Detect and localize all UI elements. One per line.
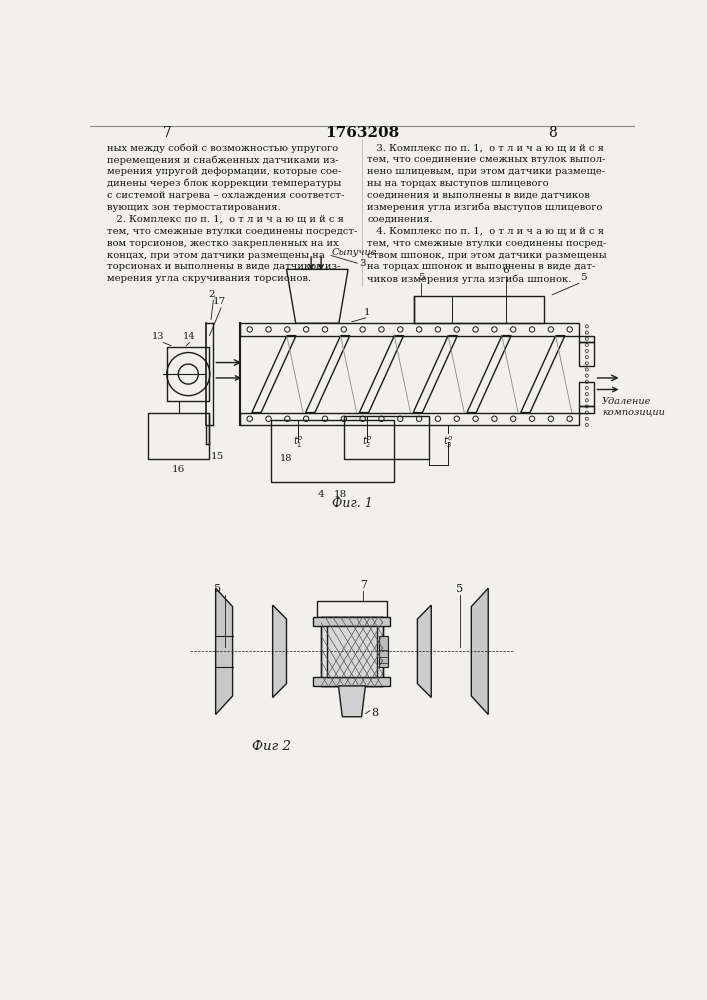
Text: 3. Комплекс по п. 1,  о т л и ч а ю щ и й с я: 3. Комплекс по п. 1, о т л и ч а ю щ и й… xyxy=(368,143,604,152)
Polygon shape xyxy=(216,588,233,714)
Bar xyxy=(271,420,395,482)
Text: мерения упругой деформации, которые сое-: мерения упругой деформации, которые сое- xyxy=(107,167,341,176)
Text: $t_1^o$: $t_1^o$ xyxy=(293,434,303,450)
Text: 3: 3 xyxy=(360,259,366,268)
Text: измерения угла изгиба выступов шлицевого: измерения угла изгиба выступов шлицевого xyxy=(368,203,602,212)
Text: тем, что соединение смежных втулок выпол-: тем, что соединение смежных втулок выпол… xyxy=(368,155,606,164)
Text: 6: 6 xyxy=(503,266,509,275)
Text: 4: 4 xyxy=(318,490,325,499)
Text: 2: 2 xyxy=(209,290,215,299)
Polygon shape xyxy=(472,588,489,714)
Text: ством шпонок, при этом датчики размещены: ством шпонок, при этом датчики размещены xyxy=(368,251,607,260)
Text: вом торсионов, жестко закрепленных на их: вом торсионов, жестко закрепленных на их xyxy=(107,239,339,248)
Text: Фиг. 1: Фиг. 1 xyxy=(332,497,373,510)
Text: перемещения и снабженных датчиками из-: перемещения и снабженных датчиками из- xyxy=(107,155,339,165)
Bar xyxy=(579,336,595,342)
Bar xyxy=(148,413,209,459)
Text: динены через блок коррекции температуры: динены через блок коррекции температуры xyxy=(107,179,341,188)
Text: 18: 18 xyxy=(334,490,347,499)
Text: Сыпучие: Сыпучие xyxy=(331,248,377,257)
Text: 8: 8 xyxy=(548,126,556,140)
Polygon shape xyxy=(339,686,366,717)
Bar xyxy=(240,413,579,425)
Text: ны на торцах выступов шлицевого: ны на торцах выступов шлицевого xyxy=(368,179,549,188)
Text: вующих зон термостатирования.: вующих зон термостатирования. xyxy=(107,203,281,212)
Text: $t_3^o$: $t_3^o$ xyxy=(443,434,453,450)
Bar xyxy=(579,342,595,366)
Polygon shape xyxy=(273,605,286,698)
Text: $t_2^o$: $t_2^o$ xyxy=(362,434,373,450)
Text: соединения и выполнены в виде датчиков: соединения и выполнены в виде датчиков xyxy=(368,191,590,200)
Text: композиции: композиции xyxy=(602,407,665,416)
Bar xyxy=(240,323,579,336)
Bar xyxy=(344,416,429,459)
Bar xyxy=(167,347,209,401)
Text: 13: 13 xyxy=(152,332,164,341)
Text: соединения.: соединения. xyxy=(368,215,433,224)
Text: 5: 5 xyxy=(456,584,463,594)
Text: на торцах шпонок и выполнены в виде дат-: на торцах шпонок и выполнены в виде дат- xyxy=(368,262,596,271)
Bar xyxy=(414,296,544,323)
Bar xyxy=(321,617,382,686)
Bar xyxy=(317,601,387,617)
Bar xyxy=(579,382,595,406)
Bar xyxy=(313,677,390,686)
Text: 15: 15 xyxy=(211,452,224,461)
Text: 1: 1 xyxy=(364,308,370,317)
Text: 7: 7 xyxy=(360,580,367,590)
Text: 18: 18 xyxy=(280,454,293,463)
Text: 14: 14 xyxy=(183,332,196,341)
Bar xyxy=(579,406,595,413)
Text: 5: 5 xyxy=(214,584,221,594)
Text: 5: 5 xyxy=(418,273,425,282)
Text: чиков измерения угла изгиба шпонок.: чиков измерения угла изгиба шпонок. xyxy=(368,274,572,284)
Text: 7: 7 xyxy=(163,126,172,140)
Text: 5: 5 xyxy=(580,273,586,282)
Bar xyxy=(378,636,387,667)
Text: 2. Комплекс по п. 1,  о т л и ч а ю щ и й с я: 2. Комплекс по п. 1, о т л и ч а ю щ и й… xyxy=(107,215,344,224)
Text: 4. Комплекс по п. 1,  о т л и ч а ю щ и й с я: 4. Комплекс по п. 1, о т л и ч а ю щ и й… xyxy=(368,227,604,236)
Text: тем, что смежные втулки соединены посредст-: тем, что смежные втулки соединены посред… xyxy=(107,227,358,236)
Polygon shape xyxy=(417,605,431,698)
Text: тем, что смежные втулки соединены посред-: тем, что смежные втулки соединены посред… xyxy=(368,239,607,248)
Text: 17: 17 xyxy=(213,297,226,306)
Bar xyxy=(321,617,382,686)
Text: 8: 8 xyxy=(372,708,379,718)
Text: 16: 16 xyxy=(172,465,185,474)
Text: с системой нагрева – охлаждения соответст-: с системой нагрева – охлаждения соответс… xyxy=(107,191,344,200)
Text: Удаление: Удаление xyxy=(602,397,652,406)
Text: Фиг 2: Фиг 2 xyxy=(252,740,291,753)
Bar xyxy=(327,626,377,677)
Text: концах, при этом датчики размещены на: концах, при этом датчики размещены на xyxy=(107,251,325,260)
Text: нено шлицевым, при этом датчики размеще-: нено шлицевым, при этом датчики размеще- xyxy=(368,167,606,176)
Text: мерения угла скручивания торсионов.: мерения угла скручивания торсионов. xyxy=(107,274,311,283)
Bar xyxy=(313,617,390,626)
Text: 1763208: 1763208 xyxy=(325,126,399,140)
Text: торсионах и выполнены в виде датчиков из-: торсионах и выполнены в виде датчиков из… xyxy=(107,262,341,271)
Text: ных между собой с возможностью упругого: ных между собой с возможностью упругого xyxy=(107,143,338,153)
